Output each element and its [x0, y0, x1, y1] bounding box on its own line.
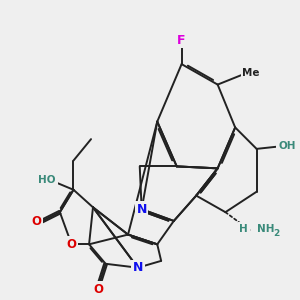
Text: O: O [31, 215, 41, 228]
Text: 2: 2 [273, 229, 279, 238]
Text: N: N [136, 203, 147, 216]
Text: HO: HO [38, 175, 56, 185]
Text: O: O [94, 283, 104, 296]
Text: NH: NH [257, 224, 275, 234]
Text: H: H [239, 224, 248, 234]
Text: OH: OH [278, 141, 296, 151]
Text: Me: Me [242, 68, 260, 78]
Text: N: N [133, 261, 143, 274]
Text: O: O [67, 238, 76, 251]
Text: F: F [177, 34, 186, 47]
